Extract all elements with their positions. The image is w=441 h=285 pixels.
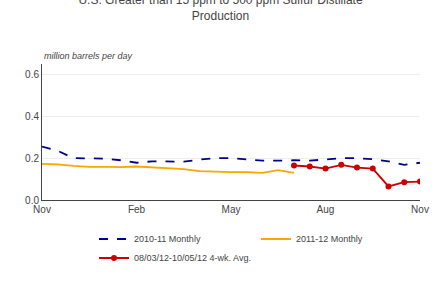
svg-text:2010-11 Monthly: 2010-11 Monthly	[134, 234, 201, 244]
svg-text:2011-12 Monthly: 2011-12 Monthly	[296, 234, 363, 244]
svg-text:Nov: Nov	[33, 204, 51, 215]
svg-text:0.6: 0.6	[25, 69, 39, 80]
svg-text:Aug: Aug	[317, 204, 335, 215]
svg-text:May: May	[222, 204, 241, 215]
svg-text:Feb: Feb	[128, 204, 146, 215]
svg-text:million barrels per day: million barrels per day	[44, 51, 133, 61]
svg-text:Nov: Nov	[411, 204, 429, 215]
svg-text:0.2: 0.2	[25, 153, 39, 164]
svg-text:U.S. Greater than 15 ppm to 50: U.S. Greater than 15 ppm to 500 ppm Sulf…	[78, 0, 362, 23]
svg-text:0.4: 0.4	[25, 111, 39, 122]
svg-text:08/03/12-10/05/12 4-wk. Avg.: 08/03/12-10/05/12 4-wk. Avg.	[134, 253, 251, 263]
svg-text:0.0: 0.0	[25, 195, 39, 206]
